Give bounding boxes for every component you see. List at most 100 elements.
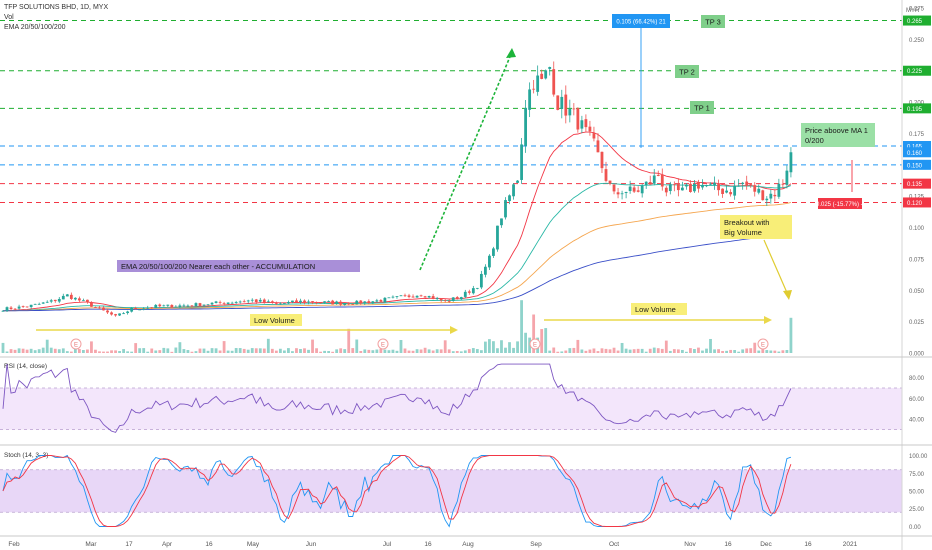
candle-body <box>178 305 182 307</box>
candle-body <box>600 151 604 169</box>
volume-bar <box>315 348 318 353</box>
volume-bar <box>110 350 113 353</box>
candle-body <box>399 295 403 297</box>
price-level-label: 0.135 <box>907 182 923 188</box>
volume-bar <box>680 349 684 353</box>
candle-body <box>709 183 712 185</box>
candle-body <box>295 300 298 303</box>
candle-body <box>307 301 310 303</box>
price-level-label: 0.150 <box>907 163 923 169</box>
volume-bar <box>552 347 556 353</box>
volume-bar <box>435 349 439 353</box>
volume-bar <box>327 351 331 353</box>
volume-bar <box>604 348 608 353</box>
candle-body <box>311 301 314 303</box>
x-tick-label: Sep <box>530 541 542 548</box>
candle-body <box>299 300 302 303</box>
earnings-marker <box>70 338 82 350</box>
volume-bar <box>391 349 395 353</box>
candle-body <box>411 296 415 298</box>
volume-bar <box>287 348 290 353</box>
volume-bar <box>65 351 69 353</box>
volume-bar <box>500 340 503 353</box>
candle-body <box>588 126 592 132</box>
candle-body <box>278 303 282 305</box>
volume-bar <box>130 351 134 353</box>
volume-bar <box>463 350 467 353</box>
volume-bar <box>403 348 407 353</box>
volume-bar <box>556 351 560 353</box>
candle-body <box>516 180 519 183</box>
volume-bar <box>528 337 532 353</box>
volume-bar <box>37 349 41 353</box>
volume-bar <box>206 350 210 353</box>
volume-bar <box>162 347 166 353</box>
candle-body <box>564 94 568 116</box>
volume-bar <box>303 348 306 353</box>
last-price-tag <box>903 147 931 158</box>
volume-bar <box>335 349 339 353</box>
volume-bar <box>126 351 130 353</box>
breakout-arrow <box>763 239 789 296</box>
volume-bar <box>319 351 322 353</box>
volume-bar <box>520 300 523 353</box>
candle-body <box>520 144 523 180</box>
volume-bar <box>383 349 387 353</box>
volume-bar <box>343 349 347 353</box>
volume-bar <box>21 348 25 353</box>
volume-bar <box>238 348 242 353</box>
volume-bar <box>194 351 198 353</box>
x-tick-label: 16 <box>724 541 732 548</box>
candle-body <box>383 297 387 303</box>
candle-body <box>604 169 608 181</box>
candle-body <box>1 310 5 312</box>
candle-body <box>130 307 134 312</box>
volume-bar <box>672 349 676 353</box>
volume-bar <box>580 349 584 353</box>
volume-bar <box>106 351 109 353</box>
candle-body <box>186 305 190 307</box>
candle-body <box>528 89 532 110</box>
ema50-line <box>2 182 792 312</box>
candle-body <box>620 193 624 195</box>
candle-body <box>713 182 716 185</box>
candle-body <box>45 301 49 303</box>
candle-body <box>500 218 503 226</box>
candle-body <box>375 300 379 302</box>
candle-body <box>765 198 769 201</box>
volume-bar <box>544 328 548 353</box>
volume-bar <box>592 348 596 353</box>
volume-bar <box>713 349 716 353</box>
candle-body <box>560 96 564 109</box>
volume-bar <box>73 348 77 353</box>
candle-body <box>343 303 347 305</box>
candle-body <box>729 192 733 195</box>
low-volume-arrow-head <box>764 316 772 324</box>
stoch-tick-label: 50.00 <box>909 490 925 496</box>
candle-body <box>9 307 13 310</box>
rsi-tick-label: 60.00 <box>909 397 925 403</box>
candle-body <box>287 302 290 304</box>
volume-bar <box>154 350 158 353</box>
candle-body <box>672 184 676 186</box>
volume-bar <box>447 349 451 353</box>
low-volume-arrow-head <box>450 326 458 334</box>
volume-bar <box>512 347 515 353</box>
candle-body <box>351 303 355 305</box>
x-tick-label: Mar <box>85 541 97 548</box>
candle-body <box>33 303 37 305</box>
tp-label: TP 3 <box>705 18 721 27</box>
candle-body <box>572 108 576 110</box>
x-tick-label: Jul <box>383 541 392 548</box>
volume-bar <box>648 348 652 353</box>
candle-body <box>431 296 435 299</box>
candle-body <box>254 299 258 303</box>
volume-bar <box>475 349 479 353</box>
candle-body <box>479 273 483 288</box>
y-tick-label: 0.050 <box>909 289 925 295</box>
candle-body <box>41 302 45 304</box>
volume-bar <box>616 350 620 353</box>
candle-body <box>701 184 704 188</box>
candle-body <box>118 313 121 316</box>
